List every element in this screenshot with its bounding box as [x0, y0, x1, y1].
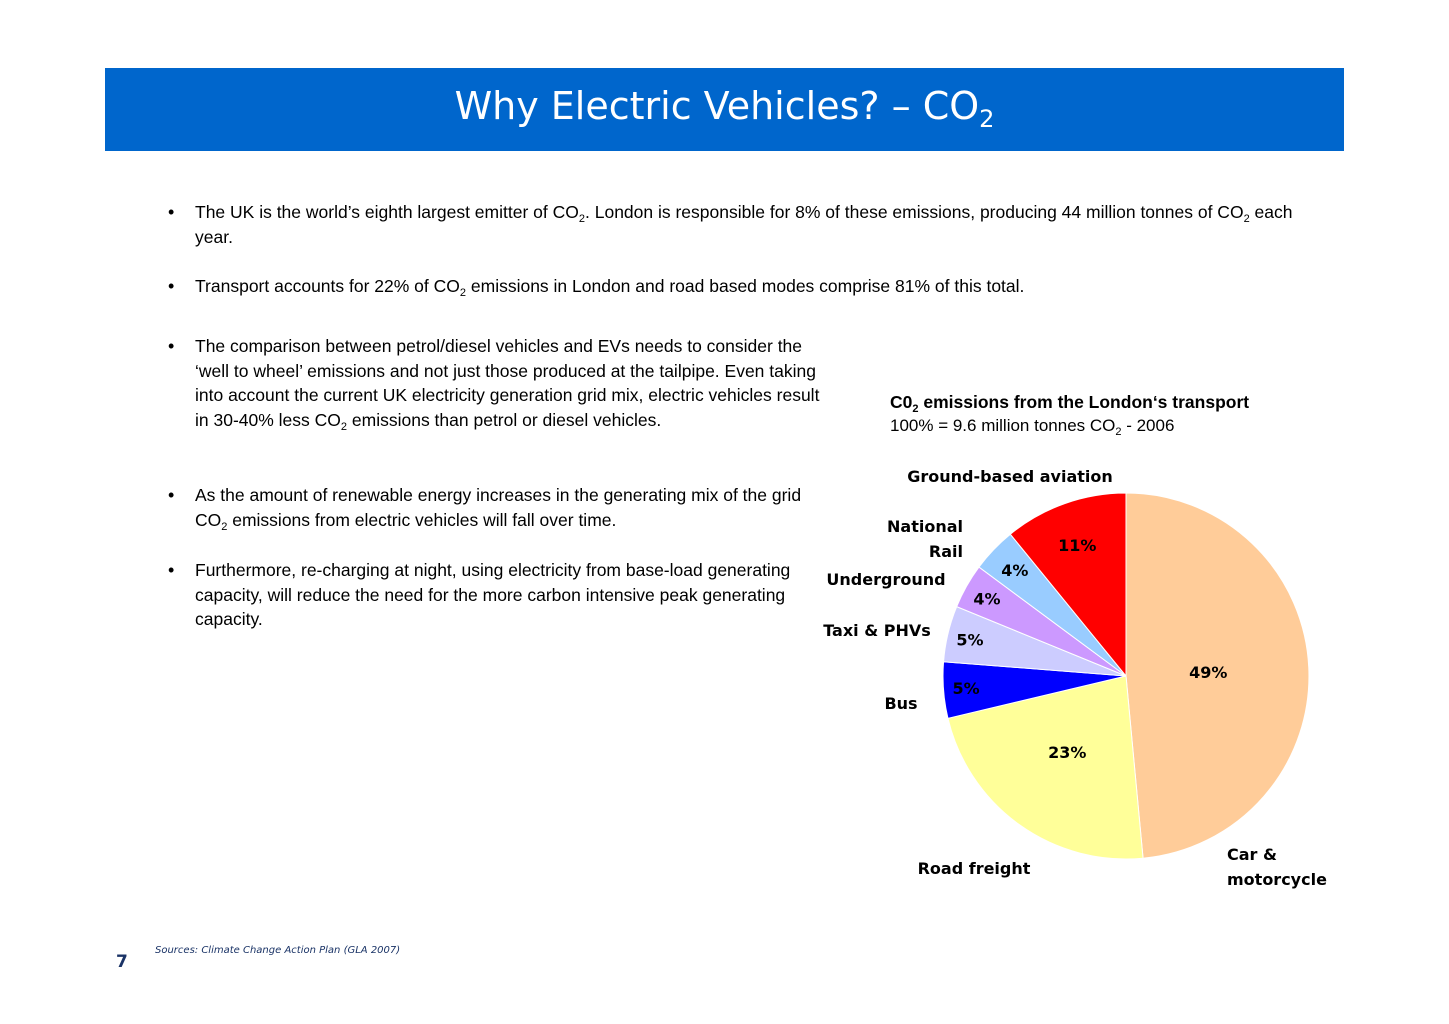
pie-category-label: Ground-based aviation	[907, 467, 1113, 486]
pie-category-label: Underground	[826, 570, 945, 589]
pie-category-label: Car & motorcycle	[1227, 845, 1327, 889]
bullet-marker: •	[168, 276, 175, 296]
bullet-text: Furthermore, re-charging at night, using…	[195, 560, 791, 629]
pie-category-label: National Rail	[887, 517, 963, 561]
pie-value-label: 5%	[953, 679, 980, 698]
page-number: 7	[116, 952, 128, 972]
bullet-marker: •	[168, 336, 175, 356]
title-bar: Why Electric Vehicles? – CO2	[105, 68, 1344, 151]
pie-category-label: Bus	[884, 694, 917, 713]
pie-value-label: 4%	[973, 590, 1000, 609]
bullet-text: The comparison between petrol/diesel veh…	[195, 336, 820, 433]
pie-slice-ground-based-aviation	[1009, 492, 1127, 678]
chart-subtitle: 100% = 9.6 million tonnes CO2 - 2006	[890, 416, 1175, 438]
pie-value-label: 11%	[1058, 536, 1096, 555]
pie-value-label: 49%	[1189, 663, 1227, 682]
bullet-text: Transport accounts for 22% of CO2 emissi…	[195, 276, 1025, 299]
pie-value-label: 5%	[956, 631, 983, 650]
pie-value-label: 4%	[1001, 561, 1028, 580]
pie-slice-car-motorcycle	[1125, 492, 1310, 859]
bullet-marker: •	[168, 560, 175, 580]
bullet-text: The UK is the world’s eighth largest emi…	[195, 202, 1293, 247]
bullet-marker: •	[168, 485, 175, 505]
chart-title: C02 emissions from the London‘s transpor…	[890, 392, 1250, 415]
source-note: Sources: Climate Change Action Plan (GLA…	[155, 945, 401, 956]
bullet-text: As the amount of renewable energy increa…	[195, 485, 802, 533]
pie-category-label: Road freight	[918, 859, 1031, 878]
pie-category-label: Taxi & PHVs	[823, 621, 931, 640]
bullet-marker: •	[168, 202, 175, 222]
pie-value-label: 23%	[1048, 743, 1086, 762]
slide-title: Why Electric Vehicles? – CO2	[454, 84, 995, 133]
pie-slice-road-freight	[947, 675, 1144, 860]
